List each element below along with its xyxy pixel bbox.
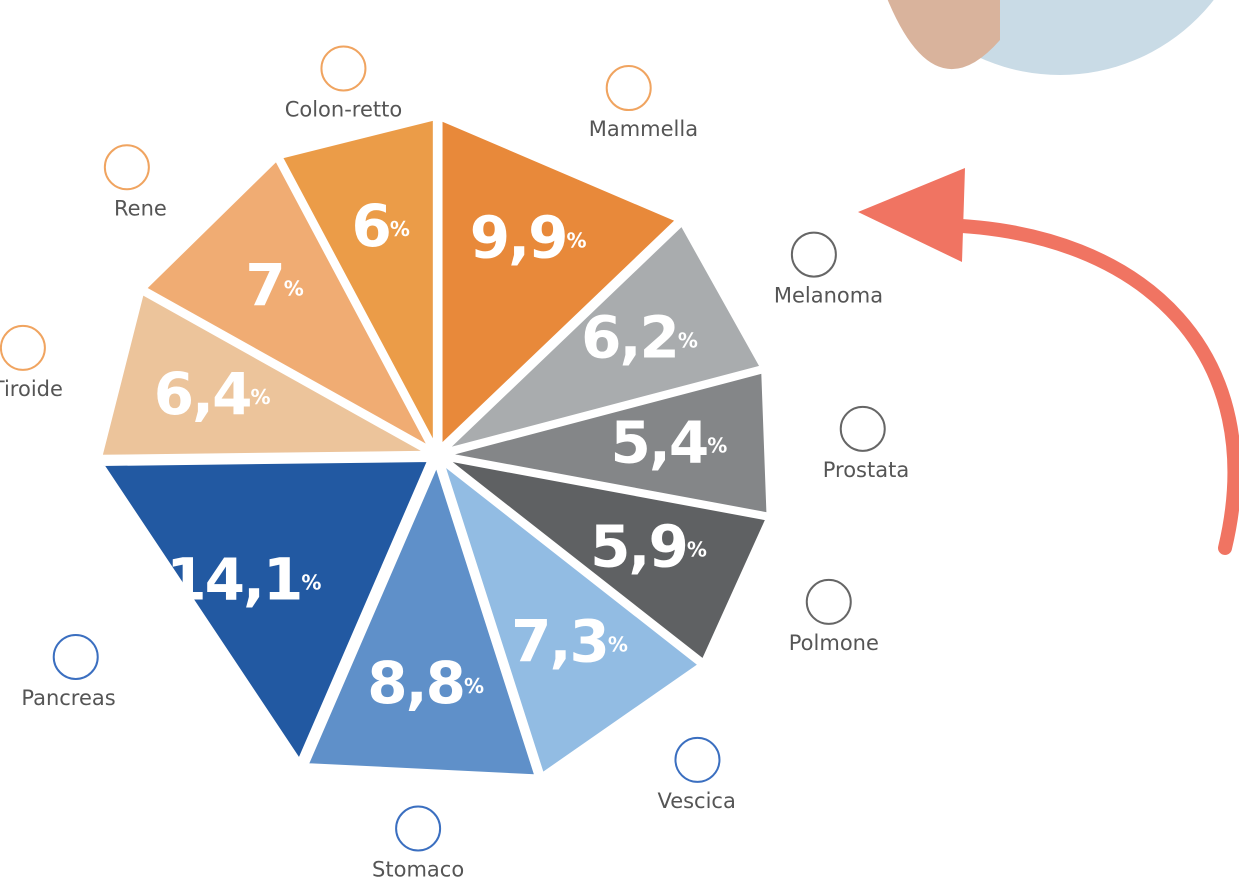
category-icon — [607, 66, 651, 110]
category-label: Mammella — [589, 117, 698, 141]
category-icon — [1, 326, 45, 370]
category-label: Vescica — [657, 789, 735, 813]
category-label: Rene — [114, 196, 167, 220]
category-label: Pancreas — [21, 686, 115, 710]
category-label: Polmone — [789, 631, 879, 655]
category-icon — [54, 635, 98, 679]
category-icon — [105, 145, 149, 189]
category-label: Prostata — [823, 458, 909, 482]
category-icon — [807, 580, 851, 624]
chart: 9,9%Mammella6,2%Melanoma5,4%Prostata5,9%… — [0, 0, 1239, 886]
category-icon — [675, 738, 719, 782]
photo — [865, 0, 1239, 75]
category-icon — [841, 407, 885, 451]
category-icon — [321, 47, 365, 91]
category-icon — [396, 807, 440, 851]
value-label: 14,1% — [166, 546, 321, 614]
arrow — [858, 168, 1234, 548]
category-label: Melanoma — [774, 284, 883, 308]
category-label: Tiroide — [0, 377, 63, 401]
category-label: Colon-retto — [285, 98, 403, 122]
category-icon — [792, 233, 836, 277]
category-label: Stomaco — [372, 858, 464, 882]
